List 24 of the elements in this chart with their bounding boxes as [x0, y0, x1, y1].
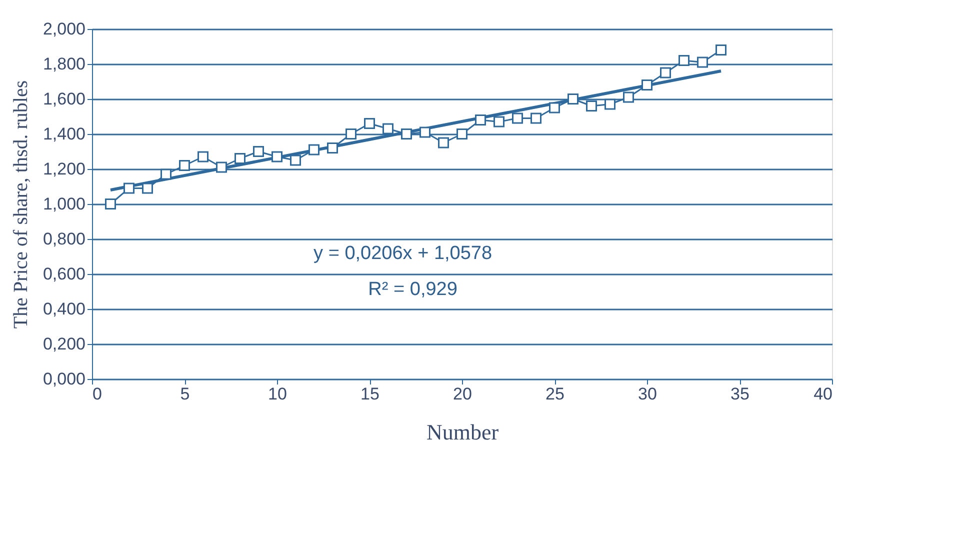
y-axis-title: The Price of share, thsd. rubles	[10, 80, 32, 329]
y-tick-label: 1,000	[42, 194, 86, 214]
y-tick-label: 0,200	[42, 334, 86, 354]
x-tick-label: 10	[268, 384, 287, 404]
x-tick-label: 30	[638, 384, 657, 404]
x-tick-label: 15	[360, 384, 380, 404]
x-tick-label: 40	[814, 384, 832, 404]
x-tick-label: 20	[453, 384, 472, 404]
x-tick-label: 35	[730, 384, 750, 404]
y-tick-label: 0,800	[42, 230, 86, 248]
y-tick-label: 1,400	[42, 124, 86, 144]
annotation: R² = 0,929	[368, 279, 458, 300]
y-tick-label: 1,800	[42, 54, 86, 74]
y-tick-label: 0,400	[42, 300, 86, 318]
y-tick-label: 1,200	[42, 160, 86, 178]
y-tick-label: 0,600	[42, 264, 86, 284]
x-tick-label: 25	[546, 384, 564, 404]
x-axis-title: Number	[426, 420, 500, 444]
y-tick-label: 0,000	[42, 370, 86, 388]
annotation: y = 0,0206x + 1,0578	[314, 243, 492, 264]
y-tick-label: 1,600	[42, 90, 86, 108]
x-tick-label: 0	[92, 384, 102, 404]
x-tick-label: 5	[180, 384, 190, 404]
y-tick-label: 2,000	[42, 20, 86, 38]
